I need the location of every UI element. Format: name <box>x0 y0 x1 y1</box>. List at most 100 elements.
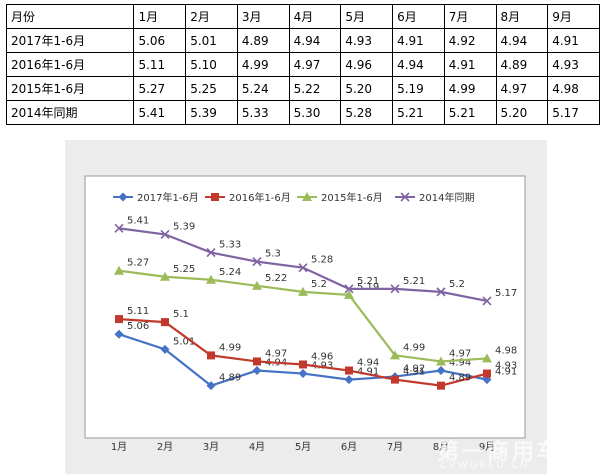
x-tick-label: 2月 <box>157 441 173 453</box>
data-label: 5.21 <box>357 276 379 287</box>
data-label: 4.94 <box>357 358 379 369</box>
data-table: 月份 1月 2月 3月 4月 5月 6月 7月 8月 9月 2017年1-6月 5.06 5.01 4.8… <box>5 4 600 125</box>
chart-panel: 2017年1-6月 2016年1-6月 2015年1-6月 2014年同期 1月 2月 3月… <box>65 140 547 474</box>
table-cell: 5.20 <box>495 100 549 125</box>
table-header-month: 7月 <box>443 4 497 29</box>
table-header-month: 4月 <box>288 4 342 29</box>
data-label: 5.17 <box>495 288 517 299</box>
data-label: 5.24 <box>219 267 241 278</box>
data-point <box>252 257 262 267</box>
data-point <box>390 350 400 360</box>
data-point <box>253 357 261 366</box>
table-cell: 4.94 <box>495 28 549 53</box>
data-point <box>160 271 170 281</box>
table-cell: 4.99 <box>236 52 290 77</box>
data-label: 4.94 <box>449 358 471 369</box>
data-label: 5.39 <box>173 221 195 232</box>
table-row-label: 2016年1-6月 <box>5 52 135 77</box>
data-point <box>391 375 399 384</box>
table-header-month: 6月 <box>392 4 445 29</box>
data-point <box>160 344 170 354</box>
table-row-label: 2014年同期 <box>5 100 135 125</box>
table-row-label: 2015年1-6月 <box>5 76 135 101</box>
data-point <box>482 296 492 306</box>
legend-label: 2015年1-6月 <box>321 191 383 204</box>
table-cell: 5.27 <box>133 76 187 101</box>
table-cell: 4.99 <box>443 76 497 101</box>
data-label: 4.97 <box>449 348 471 359</box>
data-point <box>390 284 400 294</box>
x-tick-label: 9月 <box>479 441 495 453</box>
data-point <box>298 263 308 273</box>
data-point <box>206 274 216 284</box>
table-cell: 4.96 <box>340 52 394 77</box>
data-point <box>344 289 354 299</box>
x-tick-label: 7月 <box>387 441 403 453</box>
table-header-month: 2月 <box>185 4 238 29</box>
table-cell: 4.98 <box>547 76 600 101</box>
data-label: 4.89 <box>449 373 471 384</box>
table-cell: 4.91 <box>443 52 497 77</box>
data-point <box>345 366 353 375</box>
table-row-label: 2017年1-6月 <box>5 28 135 53</box>
table-cell: 4.91 <box>547 28 600 53</box>
data-label: 5.19 <box>357 282 379 293</box>
data-label: 5.06 <box>127 321 149 332</box>
table-cell: 5.19 <box>392 76 445 101</box>
table-cell: 5.41 <box>133 100 187 125</box>
table-cell: 5.24 <box>236 76 290 101</box>
table-cell: 4.92 <box>443 28 497 53</box>
line-chart: 2017年1-6月 2016年1-6月 2015年1-6月 2014年同期 1月 2月 3月… <box>84 175 526 453</box>
table-cell: 5.25 <box>185 76 238 101</box>
table-header-month: 8月 <box>495 4 549 29</box>
data-label: 4.93 <box>495 361 517 372</box>
data-label: 5.3 <box>265 249 281 260</box>
data-point <box>161 318 169 327</box>
data-point <box>252 280 262 290</box>
legend-marker <box>118 192 128 202</box>
x-tick-label: 4月 <box>249 441 265 453</box>
data-point <box>114 223 124 233</box>
table-cell: 5.28 <box>340 100 394 125</box>
table-row: 2016年1-6月 5.11 5.10 4.99 4.97 4.96 4.94 4.91 4.8… <box>5 52 600 77</box>
legend-marker <box>302 192 312 201</box>
data-label: 5.27 <box>127 258 149 269</box>
x-tick-label: 3月 <box>203 441 219 453</box>
data-label: 5.41 <box>127 215 149 226</box>
data-label: 5.21 <box>403 276 425 287</box>
data-point <box>344 284 354 294</box>
data-point <box>436 287 446 297</box>
table-cell: 4.91 <box>392 28 445 53</box>
data-point <box>483 369 491 378</box>
data-point <box>482 353 492 363</box>
table-header-month: 3月 <box>236 4 290 29</box>
legend-label: 2017年1-6月 <box>137 191 199 204</box>
table-header-row: 月份 1月 2月 3月 4月 5月 6月 7月 8月 9月 <box>5 4 600 29</box>
data-label: 4.89 <box>219 373 241 384</box>
plot-area <box>84 175 526 439</box>
data-point <box>344 375 354 385</box>
data-point <box>298 286 308 296</box>
data-label: 4.96 <box>311 351 333 362</box>
table-cell: 5.22 <box>288 76 342 101</box>
data-label: 4.92 <box>403 364 425 375</box>
data-label: 5.22 <box>265 273 287 284</box>
data-point <box>114 265 124 275</box>
table-cell: 4.97 <box>288 52 342 77</box>
data-label: 4.97 <box>265 348 287 359</box>
table-cell: 4.97 <box>495 76 549 101</box>
table-cell: 4.93 <box>547 52 600 77</box>
data-label: 5.2 <box>311 279 327 290</box>
table-header-month: 5月 <box>340 4 394 29</box>
legend-marker <box>211 193 219 201</box>
data-label: 5.11 <box>127 306 149 317</box>
table-cell: 4.89 <box>495 52 549 77</box>
table-cell: 5.10 <box>185 52 238 77</box>
data-point <box>436 366 446 376</box>
data-label: 4.91 <box>357 367 379 378</box>
table-row: 2015年1-6月 5.27 5.25 5.24 5.22 5.20 5.19 4.99 4.9… <box>5 76 600 101</box>
legend-marker <box>400 192 410 202</box>
x-tick-label: 6月 <box>341 441 357 453</box>
table-cell: 5.21 <box>443 100 497 125</box>
data-label: 5.33 <box>219 240 241 251</box>
